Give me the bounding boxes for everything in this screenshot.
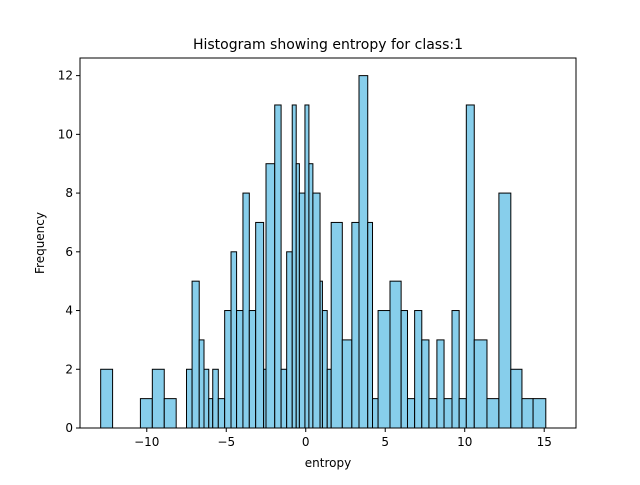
x-axis-label: entropy [305, 456, 351, 470]
histogram-bar-35 [367, 221, 374, 429]
histogram-bar-21 [286, 251, 293, 429]
histogram-bar-5 [191, 280, 200, 429]
histogram-bar-48 [465, 104, 475, 429]
y-axis-label: Frequency [33, 212, 47, 274]
x-axis: −10 −5 0 5 10 15 [134, 428, 552, 449]
y-axis: 0 2 4 6 8 10 12 [58, 69, 80, 435]
histogram-bar-31 [330, 221, 343, 429]
histogram-bar-11 [224, 310, 232, 429]
histogram-bar-9 [212, 368, 219, 429]
histogram-bar-37 [377, 310, 391, 429]
histogram-bar-46 [451, 310, 460, 429]
histogram-bar-36 [372, 398, 379, 429]
histogram-bar-53 [521, 398, 534, 429]
histogram-bar-12 [230, 251, 238, 429]
bars-layer [100, 75, 547, 429]
y-tick-label: 4 [65, 304, 73, 318]
x-tick-label: −5 [217, 435, 235, 449]
y-tick-label: 2 [65, 362, 73, 376]
histogram-bar-1 [139, 398, 153, 429]
histogram-bar-0 [100, 368, 114, 429]
y-tick-label: 12 [58, 69, 73, 83]
histogram-bar-51 [498, 192, 512, 429]
histogram-bar-2 [151, 368, 165, 429]
histogram-bar-26 [308, 163, 314, 429]
y-tick-label: 10 [58, 127, 73, 141]
histogram-bar-27 [312, 192, 321, 429]
histogram-bar-50 [486, 398, 500, 429]
histogram-bar-49 [473, 339, 488, 429]
x-tick-label: 0 [302, 435, 310, 449]
histogram-bar-20 [280, 368, 288, 429]
histogram-bar-34 [358, 75, 369, 429]
histogram-bar-15 [248, 310, 257, 429]
histogram-bar-24 [298, 192, 306, 429]
histogram-bar-3 [163, 398, 177, 429]
histogram-bar-22 [291, 104, 297, 429]
histogram-bar-39 [400, 310, 408, 429]
chart-title: Histogram showing entropy for class:1 [193, 37, 463, 53]
y-tick-label: 6 [65, 245, 73, 259]
histogram-bar-45 [443, 398, 453, 429]
histogram-bar-29 [321, 310, 328, 429]
histogram-bar-7 [203, 368, 210, 429]
histogram-bar-4 [186, 368, 193, 429]
histogram-bar-18 [265, 163, 276, 429]
histogram-bar-43 [428, 398, 438, 429]
histogram-bar-6 [198, 339, 205, 429]
histogram-bar-38 [389, 280, 402, 429]
histogram-bar-19 [274, 104, 282, 429]
x-tick-label: −10 [134, 435, 159, 449]
x-tick-label: 10 [457, 435, 472, 449]
histogram-bar-54 [532, 398, 547, 429]
histogram-bar-32 [341, 339, 353, 429]
y-tick-label: 0 [65, 421, 73, 435]
histogram-bar-14 [242, 192, 250, 429]
histogram-bar-25 [304, 104, 310, 429]
histogram-bar-16 [255, 221, 265, 429]
histogram-bar-13 [236, 310, 244, 429]
histogram-bar-8 [208, 398, 214, 429]
histogram-bar-40 [406, 398, 416, 429]
histogram-bar-44 [436, 339, 445, 429]
histogram-bar-10 [217, 398, 226, 429]
histogram-bar-47 [458, 398, 467, 429]
plot-frame [79, 57, 577, 429]
x-tick-label: 5 [381, 435, 389, 449]
histogram-bar-41 [414, 310, 423, 429]
x-tick-label: 15 [537, 435, 552, 449]
y-tick-label: 8 [65, 186, 73, 200]
histogram-bar-42 [421, 339, 430, 429]
histogram-bar-30 [326, 368, 332, 429]
histogram-bar-33 [351, 221, 360, 429]
histogram-bar-52 [510, 368, 523, 429]
